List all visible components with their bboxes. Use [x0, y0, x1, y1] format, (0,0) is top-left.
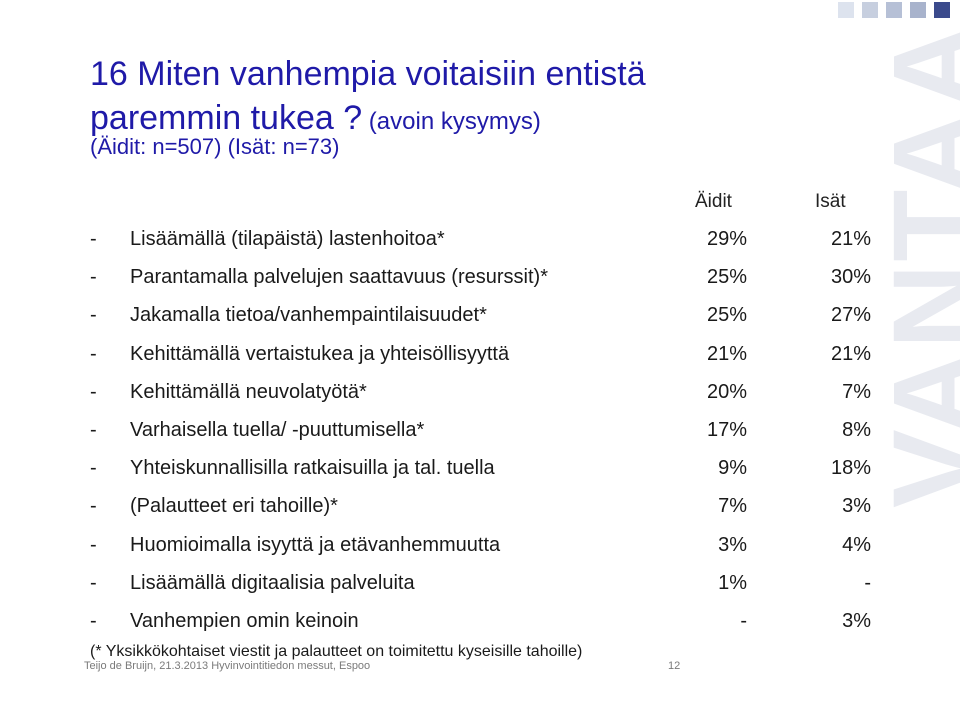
column-header-mothers: Äidit	[695, 191, 732, 212]
list-item: - Yhteiskunnallisilla ratkaisuilla ja tal…	[90, 457, 890, 487]
row-label: Huomioimalla isyyttä ja etävanhemmuutta	[130, 533, 501, 556]
value-mothers: 17%	[706, 419, 747, 441]
value-fathers: 7%	[842, 380, 871, 403]
row-dash: -	[90, 533, 97, 556]
row-dash: -	[90, 610, 97, 632]
value-mothers: 25%	[706, 304, 747, 327]
row-dash: -	[90, 457, 97, 480]
row-label: Kehittämällä neuvolatyötä*	[130, 380, 367, 403]
list-item: - Varhaisella tuella/ -puuttumisella* 17% 8…	[90, 419, 890, 449]
list-item: - Lisäämällä (tilapäistä) lastenhoitoa* 29…	[90, 228, 890, 258]
row-label: Vanhempien omin keinoin	[130, 610, 359, 632]
corner-square	[838, 2, 854, 18]
row-label: Kehittämällä vertaistukea ja yhteisöllis…	[130, 342, 510, 365]
list-item: - Kehittämällä neuvolatyötä* 20% 7%	[90, 381, 890, 411]
value-fathers: 8%	[842, 419, 871, 441]
value-fathers: 21%	[830, 342, 871, 365]
title-line-1: 16 Miten vanhempia voitaisiin entistä	[90, 55, 646, 93]
row-label: Parantamalla palvelujen saattavuus (resu…	[130, 266, 548, 289]
value-mothers: 29%	[706, 228, 747, 250]
row-label: Yhteiskunnallisilla ratkaisuilla ja tal.…	[130, 457, 495, 480]
row-dash: -	[90, 380, 97, 403]
list-item: - Jakamalla tietoa/vanhempaintilaisuudet*…	[90, 304, 890, 334]
footnote: (* Yksikkökohtaiset viestit ja palauttee…	[90, 643, 583, 660]
value-fathers: 21%	[830, 228, 871, 250]
value-fathers: 18%	[830, 457, 871, 480]
row-label: Jakamalla tietoa/vanhempaintilaisuudet*	[130, 304, 487, 327]
title-main: paremmin tukea ?	[90, 99, 363, 137]
row-label: (Palautteet eri tahoille)*	[130, 495, 338, 518]
value-fathers: 30%	[830, 266, 871, 289]
row-dash: -	[90, 571, 97, 594]
value-fathers: 27%	[830, 304, 871, 327]
list-item: - Lisäämällä digitaalisia palveluita 1% -	[90, 572, 890, 602]
value-mothers: 21%	[706, 342, 747, 365]
slide-title: 16 Miten vanhempia voitaisiin entistä pa…	[90, 52, 646, 144]
row-dash: -	[90, 266, 97, 289]
page-number: 12	[668, 660, 681, 672]
value-fathers: 3%	[842, 610, 871, 632]
title-aside: (avoin kysymys)	[362, 108, 541, 135]
value-mothers: -	[740, 610, 747, 632]
value-mothers: 1%	[718, 571, 747, 594]
row-label: Varhaisella tuella/ -puuttumisella*	[130, 419, 425, 441]
row-dash: -	[90, 228, 97, 250]
value-fathers: 3%	[842, 495, 871, 518]
footer-author-event: Teijo de Bruijn, 21.3.2013 Hyvinvointiti…	[84, 660, 371, 672]
corner-square	[862, 2, 878, 18]
row-dash: -	[90, 495, 97, 518]
list-item: - Parantamalla palvelujen saattavuus (res…	[90, 266, 890, 296]
column-header-fathers: Isät	[815, 191, 846, 212]
row-label: Lisäämällä digitaalisia palveluita	[130, 571, 415, 594]
corner-decoration	[838, 2, 950, 18]
corner-square	[934, 2, 950, 18]
sample-size-subtitle: (Äidit: n=507) (Isät: n=73)	[90, 134, 340, 159]
corner-square	[886, 2, 902, 18]
value-fathers: 4%	[842, 533, 871, 556]
row-label: Lisäämällä (tilapäistä) lastenhoitoa*	[130, 228, 445, 250]
row-dash: -	[90, 419, 97, 441]
value-fathers: -	[864, 571, 871, 594]
row-dash: -	[90, 342, 97, 365]
corner-square	[910, 2, 926, 18]
list-item: - Huomioimalla isyyttä ja etävanhemmuutta…	[90, 534, 890, 564]
list-item: - Kehittämällä vertaistukea ja yhteisölli…	[90, 343, 890, 373]
value-mothers: 25%	[706, 266, 747, 289]
row-dash: -	[90, 304, 97, 327]
value-mothers: 9%	[718, 457, 747, 480]
title-line-2: paremmin tukea ? (avoin kysymys)	[90, 96, 646, 144]
value-mothers: 20%	[706, 380, 747, 403]
value-mothers: 7%	[718, 495, 747, 518]
list-item: - (Palautteet eri tahoille)* 7% 3%	[90, 495, 890, 525]
value-mothers: 3%	[718, 533, 747, 556]
list-item: - Vanhempien omin keinoin - 3%	[90, 610, 890, 640]
